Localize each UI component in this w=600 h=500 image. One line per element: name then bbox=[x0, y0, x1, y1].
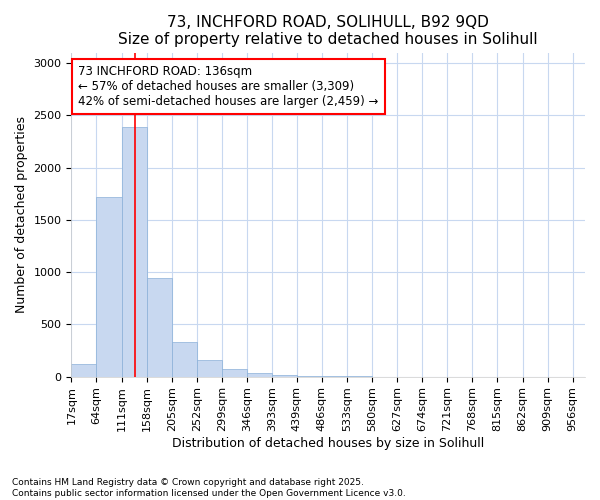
Text: 73 INCHFORD ROAD: 136sqm
← 57% of detached houses are smaller (3,309)
42% of sem: 73 INCHFORD ROAD: 136sqm ← 57% of detach… bbox=[79, 66, 379, 108]
X-axis label: Distribution of detached houses by size in Solihull: Distribution of detached houses by size … bbox=[172, 437, 484, 450]
Bar bbox=[247, 374, 272, 376]
Bar bbox=[197, 360, 222, 376]
Bar bbox=[272, 375, 297, 376]
Bar bbox=[146, 278, 172, 376]
Title: 73, INCHFORD ROAD, SOLIHULL, B92 9QD
Size of property relative to detached house: 73, INCHFORD ROAD, SOLIHULL, B92 9QD Siz… bbox=[118, 15, 538, 48]
Bar bbox=[97, 197, 122, 376]
Bar bbox=[222, 369, 247, 376]
Bar bbox=[71, 364, 97, 376]
Text: Contains HM Land Registry data © Crown copyright and database right 2025.
Contai: Contains HM Land Registry data © Crown c… bbox=[12, 478, 406, 498]
Bar bbox=[172, 342, 197, 376]
Y-axis label: Number of detached properties: Number of detached properties bbox=[15, 116, 28, 313]
Bar bbox=[122, 127, 146, 376]
